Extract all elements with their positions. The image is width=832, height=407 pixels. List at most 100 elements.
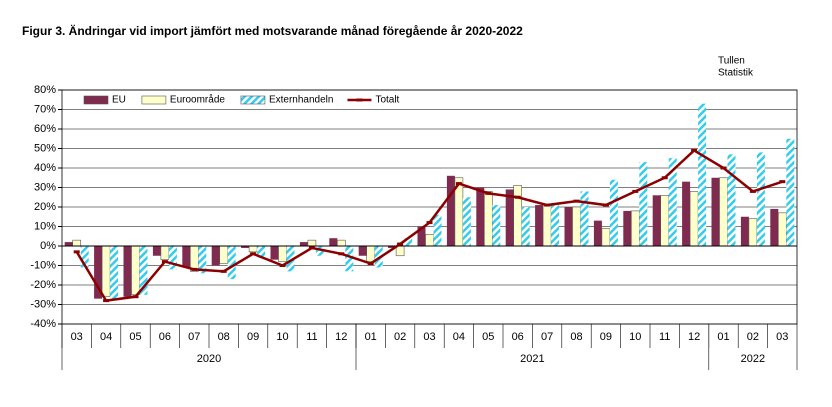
bar [299,242,308,246]
x-tick-label: 05 [129,331,141,343]
x-tick-label: 08 [570,331,582,343]
bar [80,246,89,268]
line-marker [191,267,198,271]
bar [564,207,573,246]
bar [513,185,523,247]
bar [345,246,354,272]
line-marker [779,180,786,184]
bar [462,197,471,246]
year-label: 2022 [741,353,765,365]
legend-label: EU [112,95,126,106]
x-tick-label: 06 [512,331,524,343]
x-tick-label: 04 [453,331,465,343]
legend-swatch [83,95,109,105]
line-marker [632,189,639,193]
line-marker [73,250,80,254]
y-tick-label: 50% [34,142,56,154]
line-marker [397,242,404,246]
bar [719,177,728,247]
line-marker [720,166,727,170]
bar [580,191,589,246]
x-tick-label: 07 [541,331,553,343]
bar [446,175,455,246]
legend-label: Totalt [375,95,399,106]
bar [521,207,530,246]
bar [698,103,707,247]
bar [777,212,787,247]
line-marker [749,189,756,193]
bar [682,181,691,246]
line-marker [573,199,580,203]
x-tick-label: 01 [717,331,729,343]
bar [198,246,207,274]
line-marker [661,176,668,180]
bar [131,245,140,296]
x-tick-label: 06 [159,331,171,343]
line-marker [691,148,698,152]
line-marker [544,203,551,207]
bar [483,191,493,247]
x-tick-label: 03 [776,331,788,343]
bar [623,210,632,246]
bar [211,246,220,266]
bar [535,205,544,246]
source: Tullen [718,56,745,67]
bar [756,152,765,246]
bar [358,246,367,256]
y-tick-label: -30% [30,298,56,310]
y-tick-label: -20% [30,279,56,291]
line-marker [367,262,374,266]
bar [748,218,758,247]
line-marker [426,221,433,225]
x-tick-label: 11 [659,331,670,343]
bar [770,208,779,246]
bar [542,204,552,247]
bar [639,162,648,246]
x-tick-label: 07 [188,331,200,343]
bar [366,245,376,262]
bar [689,191,699,247]
bar [139,246,148,295]
bar [270,246,279,260]
bar [329,238,338,246]
x-tick-label: 01 [365,331,377,343]
bar [160,245,170,260]
x-tick-label: 02 [747,331,759,343]
bar [572,206,581,247]
x-tick-label: 12 [688,331,700,343]
bar [727,154,736,246]
x-tick-label: 03 [423,331,435,343]
bar [476,187,485,246]
legend-swatch [240,95,266,105]
y-tick-label: 30% [34,181,56,193]
bar [433,214,442,246]
y-tick-label: 20% [34,201,56,213]
year-label: 2020 [197,353,221,365]
bar [505,189,514,246]
line-marker [602,203,609,207]
bar [227,246,236,280]
bar [248,245,258,253]
legend-label: Euroområde [170,94,225,106]
line-marker [132,295,139,299]
line-marker [338,252,345,256]
y-tick-label: 80% [34,84,56,96]
bar [286,246,295,272]
y-tick-label: 10% [34,220,56,232]
bar [94,246,103,299]
bar [336,239,346,247]
bar [278,245,287,262]
y-tick-label: 70% [34,103,56,115]
line-marker [250,252,257,256]
line-marker [220,269,227,273]
legend-label: Externhandeln [269,95,334,106]
legend-swatch [356,98,363,102]
bar [374,246,383,268]
bar [609,179,618,246]
line-marker [279,264,286,267]
y-tick-label: 40% [34,162,56,174]
bar [123,246,132,297]
x-tick-label: 04 [100,331,112,343]
bar [395,245,405,257]
